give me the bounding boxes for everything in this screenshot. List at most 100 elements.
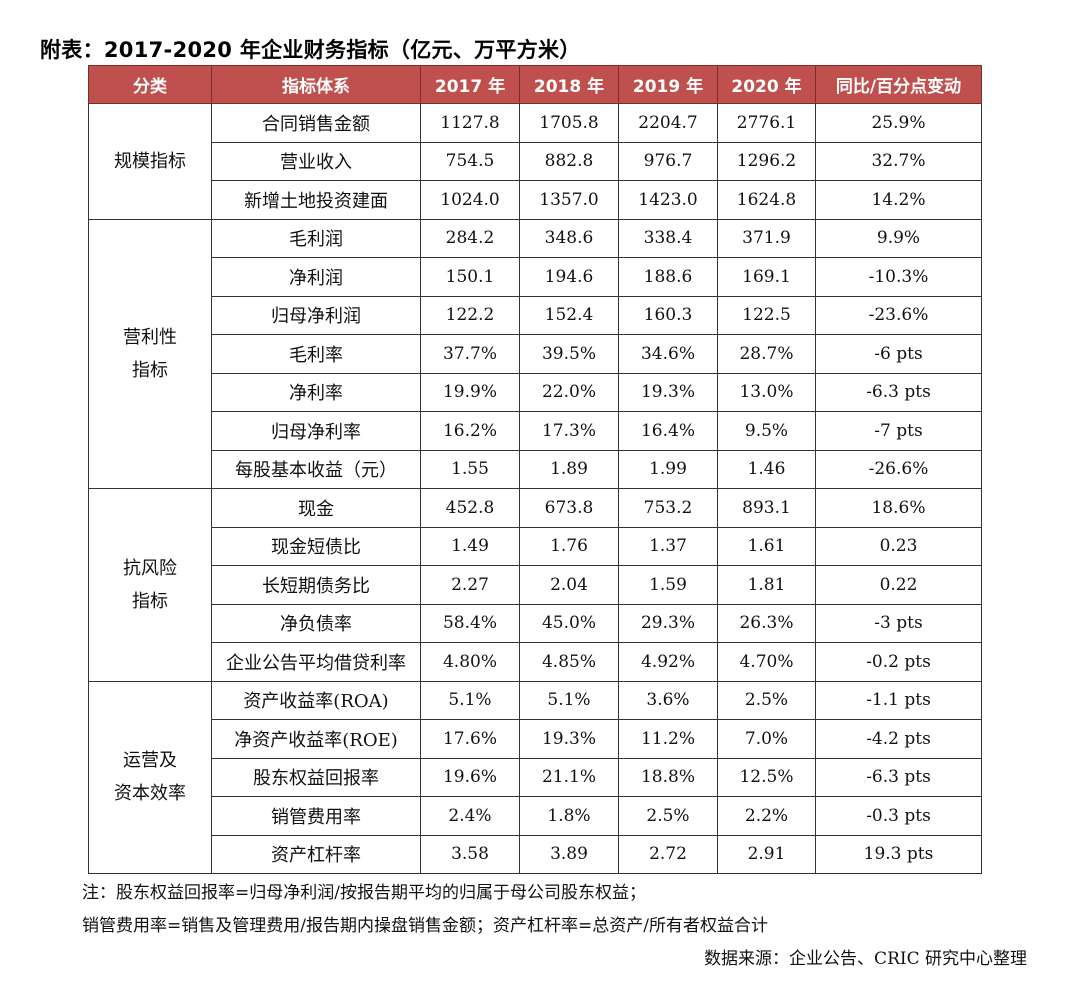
value-cell: 1357.0 (519, 180, 619, 220)
value-cell: 37.7% (420, 334, 520, 374)
value-cell: 1.89 (519, 449, 619, 489)
value-cell: 2.4% (420, 796, 520, 836)
indicator-name: 销管费用率 (211, 796, 421, 836)
value-cell: 2.5% (618, 796, 718, 836)
value-cell: 34.6% (618, 334, 718, 374)
indicator-name: 每股基本收益（元） (211, 449, 421, 489)
indicator-name: 资产收益率(ROA) (211, 680, 421, 720)
table-row: 营利性 指标 毛利润 284.2 348.6 338.4 371.9 9.9% (88, 218, 982, 489)
table-row: 净负债率 58.4% 45.0% 29.3% 26.3% -3 pts (89, 603, 982, 643)
value-cell: 19.3% (618, 372, 718, 412)
table-row: 销管费用率 2.4% 1.8% 2.5% 2.2% -0.3 pts (89, 796, 982, 836)
change-cell: -6 pts (815, 334, 982, 374)
value-cell: 58.4% (420, 603, 520, 643)
indicator-name: 净利率 (211, 372, 421, 412)
value-cell: 3.6% (618, 680, 718, 720)
value-cell: 452.8 (420, 488, 520, 528)
value-cell: 152.4 (519, 295, 619, 335)
category-label-line: 运营及 (123, 750, 177, 772)
value-cell: 1.37 (618, 526, 718, 566)
indicator-name: 现金短债比 (211, 526, 421, 566)
table-row: 营业收入 754.5 882.8 976.7 1296.2 32.7% (89, 141, 982, 181)
indicator-name: 毛利率 (211, 334, 421, 374)
change-cell: 32.7% (815, 141, 982, 181)
change-cell: -10.3% (815, 257, 982, 297)
change-cell: 18.6% (815, 488, 982, 528)
value-cell: 19.9% (420, 372, 520, 412)
value-cell: 4.85% (519, 642, 619, 682)
note-line-2: 销管费用率=销售及管理费用/报告期内操盘销售金额；资产杠杆率=总资产/所有者权益… (82, 916, 768, 936)
value-cell: 4.80% (420, 642, 520, 682)
value-cell: 371.9 (717, 218, 816, 258)
value-cell: 1024.0 (420, 180, 520, 220)
value-cell: 1.81 (717, 565, 816, 605)
indicator-name: 股东权益回报率 (211, 757, 421, 797)
value-cell: 169.1 (717, 257, 816, 297)
header-2019: 2019 年 (618, 65, 718, 104)
value-cell: 11.2% (618, 719, 718, 759)
category-cell: 运营及 资本效率 (88, 680, 212, 874)
value-cell: 976.7 (618, 141, 718, 181)
table-row: 规模指标 合同销售金额 1127.8 1705.8 2204.7 2776.1 25.9% (88, 103, 982, 220)
value-cell: 1.59 (618, 565, 718, 605)
value-cell: 3.58 (420, 834, 520, 874)
value-cell: 1.46 (717, 449, 816, 489)
value-cell: 1127.8 (420, 103, 520, 143)
value-cell: 9.5% (717, 411, 816, 451)
change-cell: -4.2 pts (815, 719, 982, 759)
indicator-name: 长短期债务比 (211, 565, 421, 605)
value-cell: 284.2 (420, 218, 520, 258)
table-row: 抗风险 指标 现金 452.8 673.8 753.2 893.1 18.6% (88, 488, 982, 682)
value-cell: 122.5 (717, 295, 816, 335)
change-cell: -6.3 pts (815, 372, 982, 412)
change-cell: 9.9% (815, 218, 982, 258)
value-cell: 188.6 (618, 257, 718, 297)
value-cell: 39.5% (519, 334, 619, 374)
value-cell: 2204.7 (618, 103, 718, 143)
value-cell: 45.0% (519, 603, 619, 643)
header-indicator: 指标体系 (211, 65, 421, 104)
indicator-name: 资产杠杆率 (211, 834, 421, 874)
value-cell: 5.1% (519, 680, 619, 720)
value-cell: 29.3% (618, 603, 718, 643)
value-cell: 348.6 (519, 218, 619, 258)
value-cell: 4.92% (618, 642, 718, 682)
category-label-line: 指标 (132, 359, 168, 381)
value-cell: 7.0% (717, 719, 816, 759)
value-cell: 1296.2 (717, 141, 816, 181)
page-title: 附表：2017-2020 年企业财务指标（亿元、万平方米） (40, 38, 581, 62)
table-row: 运营及 资本效率 资产收益率(ROA) 5.1% 5.1% 3.6% 2.5% -1.1 pt… (88, 680, 982, 874)
value-cell: 28.7% (717, 334, 816, 374)
header-2017: 2017 年 (420, 65, 520, 104)
indicator-name: 现金 (211, 488, 421, 528)
header-2018: 2018 年 (519, 65, 619, 104)
value-cell: 2.91 (717, 834, 816, 874)
value-cell: 150.1 (420, 257, 520, 297)
table-row: 净利润 150.1 194.6 188.6 169.1 -10.3% (89, 257, 982, 297)
value-cell: 1423.0 (618, 180, 718, 220)
indicator-name: 净资产收益率(ROE) (211, 719, 421, 759)
category-cell: 规模指标 (88, 103, 212, 220)
value-cell: 194.6 (519, 257, 619, 297)
header-category: 分类 (88, 65, 212, 104)
indicator-name: 营业收入 (211, 141, 421, 181)
table-row: 长短期债务比 2.27 2.04 1.59 1.81 0.22 (89, 565, 982, 605)
table-header-row: 分类 指标体系 2017 年 2018 年 2019 年 2020 年 同比/百… (88, 65, 982, 104)
value-cell: 1.76 (519, 526, 619, 566)
value-cell: 3.89 (519, 834, 619, 874)
value-cell: 17.6% (420, 719, 520, 759)
change-cell: 19.3 pts (815, 834, 982, 874)
indicator-name: 净利润 (211, 257, 421, 297)
value-cell: 1705.8 (519, 103, 619, 143)
table-row: 股东权益回报率 19.6% 21.1% 18.8% 12.5% -6.3 pts (89, 757, 982, 797)
indicator-name: 企业公告平均借贷利率 (211, 642, 421, 682)
value-cell: 1.55 (420, 449, 520, 489)
value-cell: 1.49 (420, 526, 520, 566)
value-cell: 1.8% (519, 796, 619, 836)
value-cell: 12.5% (717, 757, 816, 797)
value-cell: 26.3% (717, 603, 816, 643)
category-label-line: 资本效率 (114, 783, 186, 805)
header-change: 同比/百分点变动 (815, 65, 982, 104)
value-cell: 2.2% (717, 796, 816, 836)
indicator-name: 新增土地投资建面 (211, 180, 421, 220)
